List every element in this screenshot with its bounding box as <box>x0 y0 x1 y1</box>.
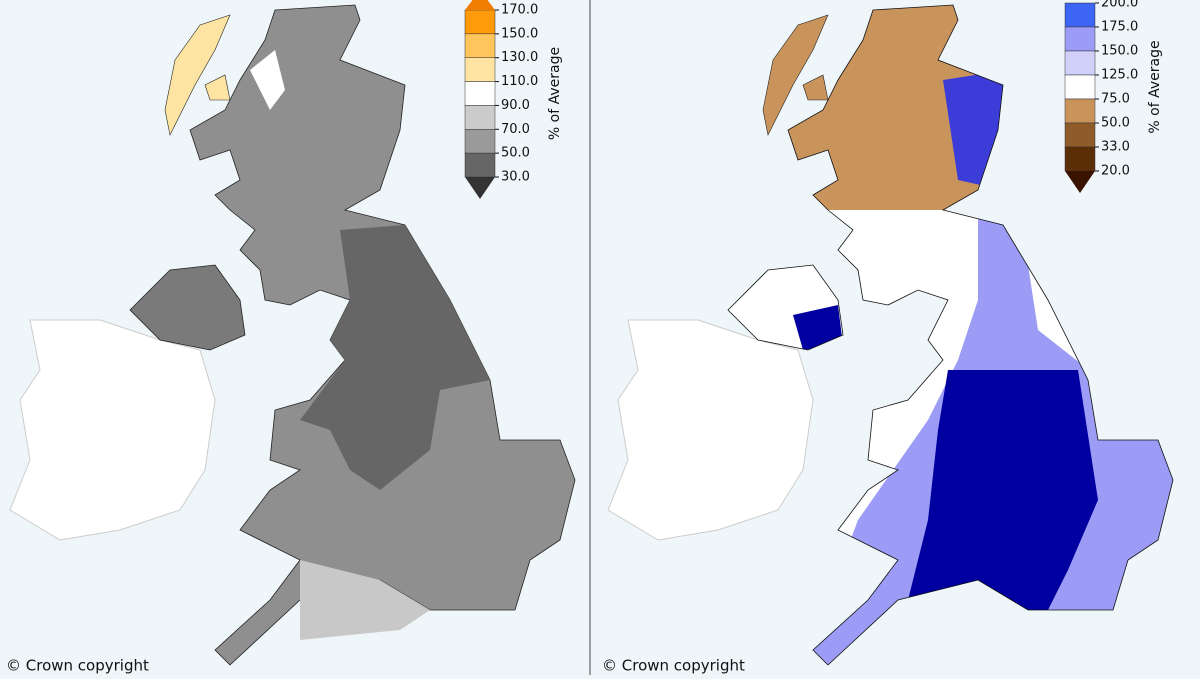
colorbar-segment <box>464 81 496 106</box>
left-map <box>9 4 576 666</box>
colorbar-label: 50.0 <box>501 146 530 161</box>
colorbar-under <box>465 177 495 199</box>
colorbar-segment <box>464 129 496 154</box>
colorbar-segment <box>1064 74 1096 100</box>
colorbar-label: 70.0 <box>501 122 530 137</box>
colorbar-segment <box>1064 146 1096 172</box>
colorbar-under <box>1065 171 1095 193</box>
colorbar-label: 125.0 <box>1101 68 1138 83</box>
colorbar-label: 20.0 <box>1101 164 1130 179</box>
colorbar-segment <box>464 57 496 82</box>
colorbar-label: 130.0 <box>501 50 538 65</box>
colorbar-label: 200.0 <box>1101 0 1138 11</box>
colorbar-title: % of Average <box>547 47 563 140</box>
colorbar-label: 175.0 <box>1101 20 1138 35</box>
colorbar-title: % of Average <box>1147 40 1163 133</box>
colorbar-over <box>465 0 495 10</box>
colorbar-segment <box>1064 98 1096 124</box>
colorbar-label: 150.0 <box>1101 44 1138 59</box>
colorbar-label: 150.0 <box>501 26 538 41</box>
colorbar-label: 30.0 <box>501 170 530 185</box>
colorbar-segment <box>464 105 496 130</box>
colorbar-label: 170.0 <box>501 3 538 18</box>
colorbar-label: 50.0 <box>1101 116 1130 131</box>
copyright: © Crown copyright <box>602 657 745 675</box>
colorbar-segment <box>1064 122 1096 148</box>
colorbar-segment <box>1064 50 1096 76</box>
colorbar-label: 33.0 <box>1101 140 1130 155</box>
region <box>300 225 490 490</box>
colorbar-segment <box>464 9 496 35</box>
copyright: © Crown copyright <box>6 657 149 675</box>
colorbar-segment <box>1064 26 1096 52</box>
colorbar-label: 90.0 <box>501 98 530 113</box>
colorbar-segment <box>464 33 496 58</box>
colorbar-segment <box>464 152 496 178</box>
colorbar-segment <box>1064 2 1096 28</box>
colorbar-label: 110.0 <box>501 74 538 89</box>
colorbar-label: 75.0 <box>1101 92 1130 107</box>
region <box>300 560 430 640</box>
